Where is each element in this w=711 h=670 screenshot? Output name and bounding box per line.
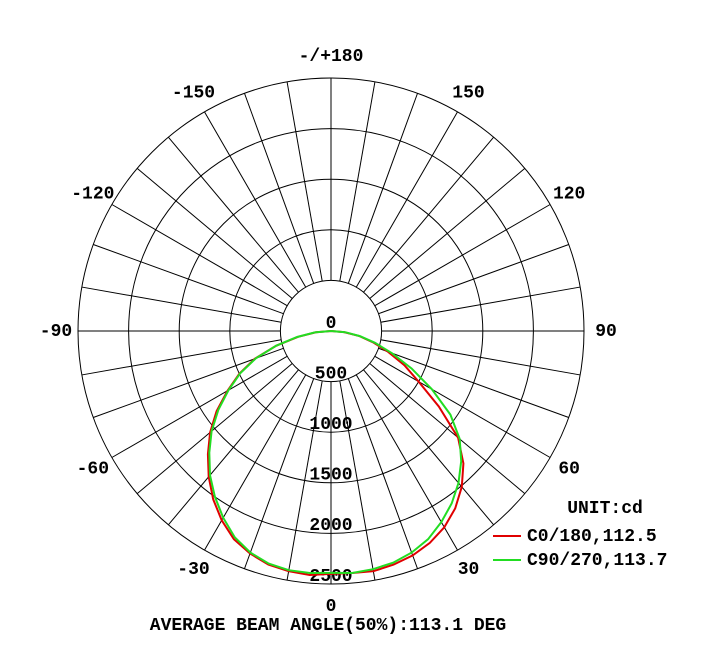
grid-spoke [204,111,307,288]
grid-spoke [347,378,419,569]
angle-tick-label: -/+180 [299,47,364,67]
grid-spoke [363,369,495,526]
r-tick-label: 0 [326,314,337,334]
grid-spoke [81,339,282,376]
legend-label: C90/270,113.7 [527,551,667,571]
angle-tick-label: -60 [77,459,109,479]
grid-spoke [378,347,569,419]
grid-spoke [378,243,569,315]
grid-spoke [286,380,323,581]
grid-spoke [167,369,299,526]
r-tick-label: 500 [315,364,347,384]
angle-tick-label: -90 [40,322,72,342]
grid-spoke [369,167,526,299]
grid-spoke [204,374,307,551]
footer: AVERAGE BEAM ANGLE(50%):113.1 DEG [150,616,506,636]
grid-spoke [355,111,458,288]
grid-spoke [380,286,581,323]
r-tick-label: 2500 [309,567,352,587]
angle-tick-label: -150 [172,84,215,104]
grid-spoke [136,167,293,299]
grid-spoke [136,363,293,495]
grid-spoke [363,136,495,293]
angle-tick-label: 60 [558,459,580,479]
grid-spoke [111,204,288,307]
grid-spoke [355,374,458,551]
grid-spoke [374,355,551,458]
grid-spoke [243,378,315,569]
grid-spoke [347,93,419,284]
grid-spoke [93,347,284,419]
grid-spoke [339,380,376,581]
unit-label: UNIT:cd [567,499,643,519]
angle-tick-label: 150 [452,84,484,104]
grid-spoke [81,286,282,323]
grid-spoke [369,363,526,495]
grid-spoke [374,204,551,307]
r-tick-label: 2000 [309,516,352,536]
angle-tick-label: 90 [595,322,617,342]
grid-spoke [339,81,376,282]
grid-spoke [286,81,323,282]
grid-spoke [93,243,284,315]
grid-spoke [111,355,288,458]
r-tick-label: 1500 [309,466,352,486]
intensity-curve [208,330,463,575]
r-tick-label: 1000 [309,415,352,435]
angle-tick-label: 120 [553,184,585,204]
angle-tick-label: 30 [458,560,480,580]
angle-tick-label: 0 [326,597,337,617]
angle-tick-label: -30 [177,560,209,580]
grid-spoke [243,93,315,284]
grid-spoke [167,136,299,293]
grid-spoke [380,339,581,376]
legend-label: C0/180,112.5 [527,527,657,547]
angle-tick-label: -120 [71,184,114,204]
